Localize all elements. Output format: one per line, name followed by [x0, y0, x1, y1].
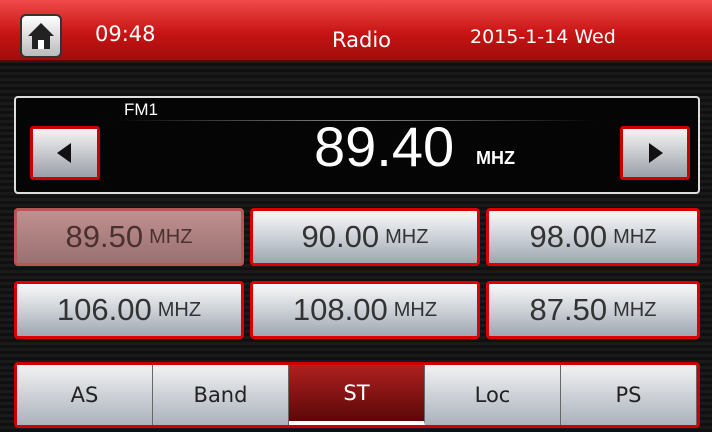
preset-frequency: 89.50 [66, 219, 144, 255]
preset-frequency: 98.00 [530, 219, 608, 255]
preset-button[interactable]: 108.00 MHZ [250, 281, 480, 339]
preset-unit: MHZ [158, 299, 201, 322]
preset-frequency: 87.50 [530, 292, 608, 328]
home-button[interactable] [20, 14, 62, 58]
next-button[interactable] [620, 126, 690, 180]
date: 2015-1-14 Wed [470, 26, 616, 48]
right-arrow [623, 129, 687, 177]
tab-button[interactable]: PS [561, 365, 697, 425]
unit: MHZ [476, 148, 515, 169]
prev-button[interactable] [30, 126, 100, 180]
left-arrow [33, 129, 97, 177]
tab-button[interactable]: ST [289, 365, 425, 425]
preset-frequency: 108.00 [293, 292, 388, 328]
tuner-panel: FM1 89.40 MHZ [14, 96, 700, 194]
tab-button[interactable]: Band [153, 365, 289, 425]
radio-screen: 09:48 Radio 2015-1-14 Wed FM1 89.40 MHZ … [0, 0, 712, 432]
preset-frequency: 90.00 [302, 219, 380, 255]
preset-frequency: 106.00 [57, 292, 152, 328]
frequency: 89.40 [314, 114, 454, 179]
preset-unit: MHZ [613, 299, 656, 322]
preset-button[interactable]: 106.00 MHZ [14, 281, 244, 339]
tab-button[interactable]: AS [17, 365, 153, 425]
preset-unit: MHZ [394, 299, 437, 322]
preset-unit: MHZ [613, 226, 656, 249]
home-icon [22, 16, 60, 56]
band-label: FM1 [124, 100, 158, 120]
clock: 09:48 [95, 22, 156, 46]
screen-title: Radio [332, 28, 391, 52]
header-bar: 09:48 Radio 2015-1-14 Wed [0, 0, 712, 62]
preset-unit: MHZ [149, 226, 192, 249]
preset-unit: MHZ [385, 226, 428, 249]
tab-button[interactable]: Loc [425, 365, 561, 425]
